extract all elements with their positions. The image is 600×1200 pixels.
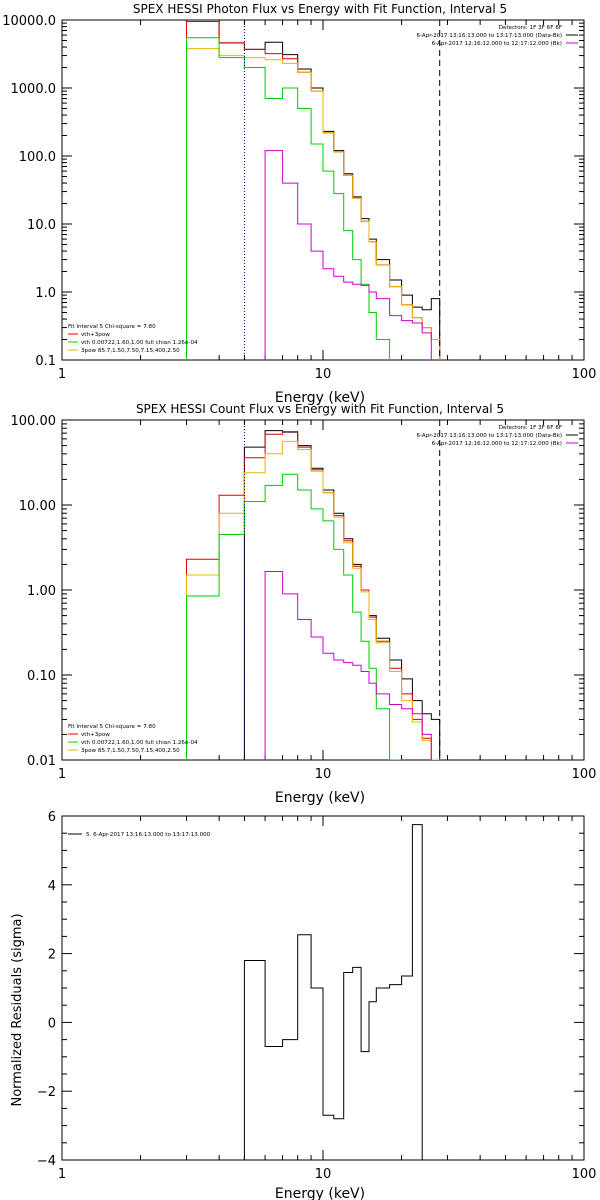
series-group [186,430,441,760]
panel3-xlabel: Energy (keV) [275,1186,365,1200]
legend-text: vth 0.00722,1.60,1.00 full chian 1.26e-0… [81,740,198,746]
series-group [186,21,441,360]
y-tick-label: 0.1 [35,354,56,369]
legend-text: 5. 6-Apr-2017 13:16:13.000 to 13:17:13.0… [86,832,211,838]
legend-text: 6-Apr-2017 12:16:12.000 to 12:17:12.000 … [432,441,562,447]
panel2-plot-area: 1 10 100 0.01 0.10 1.00 10.00 100.00 [11,414,597,782]
y-tick-label: −4 [37,1154,56,1169]
panel2-legend-top-right: Detectors: 1F 3F 6F 8F 6-Apr-2017 13:16:1… [416,425,578,447]
legend-text: Detectors: 1F 3F 6F 8F [499,25,562,31]
panel1-legend-bottom-left: Fit Interval 5 Chi-square = 7.80 vth+3pow… [68,324,198,354]
series-line-0 [243,430,441,760]
legend-text: vth 0.00722,1.60,1.00 full chian 1.26e-0… [81,340,198,346]
legend-text: vth+3pow [81,732,110,738]
panel3-legend-top-left: 5. 6-Apr-2017 13:16:13.000 to 13:17:13.0… [68,832,211,838]
y-tick-label: 6 [48,810,56,825]
panel-photon-flux: SPEX HESSI Photon Flux vs Energy with Fi… [2,2,596,406]
series-group [243,824,423,1160]
series-line-2 [186,48,441,360]
y-tick-label: 100.0 [19,150,56,165]
legend-text: 3pow 85.7,1.50,7.50,7.15,400,2.50 [81,348,180,354]
legend-text: 3pow 85.7,1.50,7.50,7.15,400,2.50 [81,748,180,754]
legend-text: Fit Interval 5 Chi-square = 7.80 [68,724,156,730]
panel2-title: SPEX HESSI Count Flux vs Energy with Fit… [136,402,504,416]
x-tick-label: 100 [572,367,597,382]
legend-text: Fit Interval 5 Chi-square = 7.80 [68,324,156,330]
panel1-plot-area: 1 10 100 0.1 1.0 10.0 100.0 1000.0 10000.0 [2,14,596,382]
series-line-0 [243,824,423,1160]
y-tick-label: 0.01 [27,754,56,769]
legend-text: Detectors: 1F 3F 6F 8F [499,425,562,431]
series-line-4 [264,150,432,360]
series-line-4 [264,571,432,760]
y-tick-label: 10000.0 [2,14,56,29]
y-tick-label: 10.00 [19,499,56,514]
y-tick-label: 0.10 [27,669,56,684]
series-line-0 [186,21,441,360]
x-tick-label: 1 [58,367,66,382]
y-tick-label: 1000.0 [11,82,57,97]
x-tick-label: 100 [572,1167,597,1182]
series-line-3 [186,473,403,760]
legend-text: 6-Apr-2017 13:16:13.000 to 13:17:13.000 … [416,433,562,439]
panel-residuals: 1 10 100 −4 −2 0 2 4 6 Energy (keV) Normalized R… [10,810,596,1200]
x-tick-label: 10 [315,767,332,782]
y-tick-label: 1.0 [35,286,56,301]
panel3-ylabel: Normalized Residuals (sigma) [10,913,25,1106]
series-line-1 [186,431,441,760]
panel1-title: SPEX HESSI Photon Flux vs Energy with Fi… [133,2,507,16]
x-tick-label: 100 [572,767,597,782]
x-tick-label: 1 [58,767,66,782]
y-tick-label: 10.0 [27,218,56,233]
legend-text: 6-Apr-2017 12:16:12.000 to 12:17:12.000 … [432,41,562,47]
legend-text: 6-Apr-2017 13:16:13.000 to 13:17:13.000 … [416,33,562,39]
y-tick-label: −2 [37,1085,56,1100]
panel1-legend-top-right: Detectors: 1F 3F 6F 8F 6-Apr-2017 13:16:1… [416,25,578,47]
x-tick-label: 10 [315,1167,332,1182]
panel2-xlabel: Energy (keV) [275,790,365,806]
y-tick-label: 2 [48,948,56,963]
x-tick-label: 1 [58,1167,66,1182]
y-tick-label: 0 [48,1016,56,1031]
panel3-plot-area: 1 10 100 −4 −2 0 2 4 6 [37,810,597,1182]
series-line-3 [186,37,391,360]
y-tick-label: 100.00 [11,414,57,429]
x-tick-label: 10 [315,367,332,382]
legend-text: vth+3pow [81,332,110,338]
y-tick-label: 1.00 [27,584,56,599]
panel-count-flux: SPEX HESSI Count Flux vs Energy with Fit… [11,402,597,806]
series-line-2 [186,440,441,760]
y-tick-label: 4 [48,879,56,894]
series-line-1 [186,21,441,360]
panel2-legend-bottom-left: Fit Interval 5 Chi-square = 7.80 vth+3pow… [68,724,198,754]
panel1-xlabel: Energy (keV) [275,390,365,406]
axes-frame [61,19,585,361]
